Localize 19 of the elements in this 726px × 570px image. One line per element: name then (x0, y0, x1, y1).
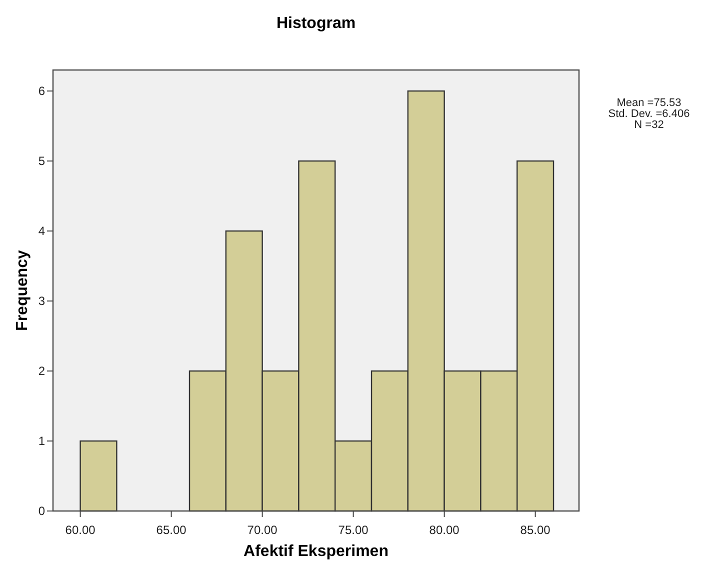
y-tick-label: 1 (38, 434, 46, 448)
text: Mean =75.53 (616, 97, 682, 109)
y-tick-label: 3 (38, 294, 46, 308)
y-tick-label: 5 (38, 154, 46, 168)
x-tick-label: 65.00 (156, 523, 187, 537)
x-tick-label: 85.00 (520, 523, 551, 537)
y-tick-label: 4 (38, 224, 46, 238)
x-tick-label: 70.00 (247, 523, 278, 537)
y-tick-label: 2 (38, 364, 46, 378)
y-tick-label: 0 (38, 504, 46, 518)
chart-title: Histogram (276, 15, 356, 32)
x-axis-title: Afektif Eksperimen (244, 543, 388, 560)
y-tick-label: 6 (38, 84, 46, 98)
y-axis-title: Frequency (14, 250, 31, 331)
text: N =32 (634, 119, 664, 131)
x-tick-label: 60.00 (65, 523, 96, 537)
x-tick-label: 75.00 (338, 523, 369, 537)
text: Std. Dev. =6.406 (608, 108, 690, 120)
x-tick-label: 80.00 (429, 523, 460, 537)
